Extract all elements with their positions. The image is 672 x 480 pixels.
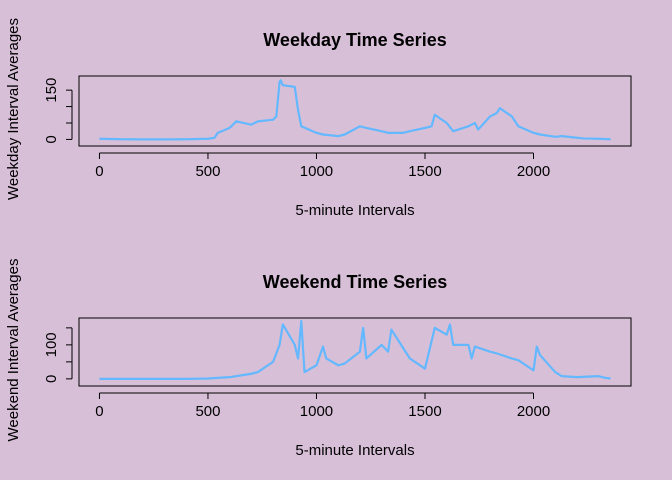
y-axis-label: Weekday Interval Averages [5, 18, 22, 200]
x-tick-label: 500 [195, 163, 220, 180]
chart-title: Weekend Time Series [263, 272, 447, 292]
plot-frame [78, 75, 632, 147]
x-tick-label: 1000 [300, 163, 333, 180]
plot-frame [78, 317, 632, 387]
x-tick-label: 2000 [517, 403, 550, 420]
data-line [99, 319, 611, 380]
y-tick-label: 100 [43, 332, 60, 357]
x-axis-label: 5-minute Intervals [295, 202, 414, 219]
data-line [99, 79, 611, 141]
x-tick-label: 1500 [408, 403, 441, 420]
chart-title: Weekday Time Series [263, 30, 446, 50]
y-tick-label: 0 [43, 375, 60, 383]
y-tick-label: 0 [43, 135, 60, 143]
x-tick-label: 1000 [300, 403, 333, 420]
x-tick-label: 1500 [408, 163, 441, 180]
x-axis-label: 5-minute Intervals [295, 442, 414, 459]
x-tick-label: 500 [195, 403, 220, 420]
y-tick-label: 150 [43, 78, 60, 103]
x-tick-label: 2000 [517, 163, 550, 180]
x-tick-label: 0 [95, 163, 103, 180]
x-tick-label: 0 [95, 403, 103, 420]
y-axis-label: Weekend Interval Averages [5, 259, 22, 442]
